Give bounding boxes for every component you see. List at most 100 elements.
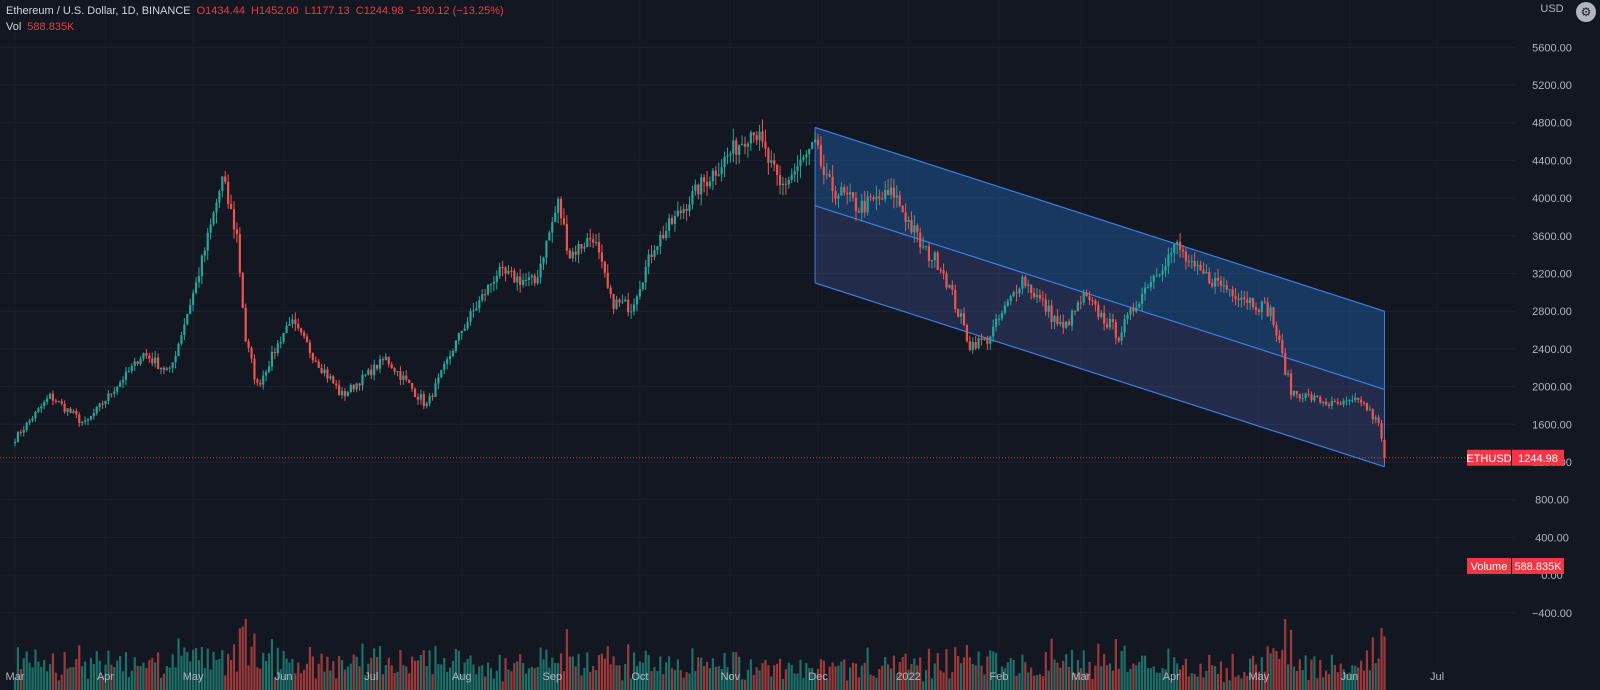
volume-bar (370, 657, 373, 690)
candle-body (200, 255, 203, 277)
candle-body (968, 341, 971, 351)
volume-bar (580, 675, 583, 690)
volume-bar (632, 652, 636, 690)
candle-body (597, 242, 601, 253)
candle-body (332, 376, 335, 384)
candle-body (282, 333, 285, 342)
candle-body (43, 401, 46, 407)
volume-bar (776, 663, 779, 690)
volume-bar (1143, 655, 1147, 690)
volume-bar (1254, 664, 1258, 690)
volume-bar (986, 656, 989, 690)
candle-body (1196, 264, 1199, 267)
volume-bar (752, 675, 755, 690)
candle-body (863, 200, 866, 213)
candle-body (1228, 289, 1231, 291)
volume-bar (545, 649, 548, 690)
volume-bar (276, 647, 279, 690)
candle-body (1287, 373, 1290, 375)
volume-bar (285, 658, 288, 690)
candle-body (460, 330, 463, 334)
volume-bar (1222, 682, 1225, 690)
volume-bar (1266, 646, 1269, 690)
volume-bar (110, 664, 113, 690)
volume-bar (1371, 637, 1374, 690)
candle-body (1330, 401, 1334, 406)
volume-bar (294, 673, 297, 690)
candle-body (1003, 305, 1006, 313)
chart-legend: Ethereum / U.S. Dollar, 1D, BINANCE O143… (6, 3, 504, 35)
settings-icon[interactable]: ⚙ (1576, 2, 1596, 22)
candle-body (329, 376, 332, 379)
candle-body (1059, 322, 1062, 325)
volume-bar (743, 679, 747, 690)
volume-bar (302, 669, 306, 690)
candle-body (732, 140, 735, 154)
candle-body (837, 195, 840, 199)
candle-body (343, 391, 347, 396)
time-axis[interactable]: Mar Apr May Jun Jul Aug Sep Oct Nov Dec 2022 Feb Mar… (6, 671, 1445, 683)
volume-bar (265, 661, 268, 690)
candle-body (1345, 400, 1348, 402)
volume-bar (854, 663, 858, 690)
symbol-title[interactable]: Ethereum / U.S. Dollar, 1D, BINANCE (6, 5, 191, 17)
candle-body (148, 355, 151, 359)
volume-bar (130, 670, 133, 690)
candle-body (919, 232, 922, 248)
regression-channel[interactable] (814, 126, 1385, 468)
volume-bar (808, 667, 811, 690)
volume-bar (192, 649, 195, 690)
volume-bar (527, 668, 531, 690)
volume-bar (361, 643, 364, 690)
candle-body (1257, 309, 1261, 313)
volume-label[interactable]: Vol (6, 21, 22, 33)
candle-body (440, 369, 443, 378)
volume-bar (1251, 655, 1255, 690)
candle-body (1105, 323, 1109, 328)
price-axis[interactable]: 5600.00 5200.00 4800.00 4400.00 4000.00 3600.… (1532, 3, 1572, 620)
candle-body (822, 166, 825, 175)
volume-bar (962, 657, 966, 690)
volume-bar (323, 671, 326, 690)
candle-body (300, 328, 303, 333)
candle-body (486, 284, 490, 295)
volume-bar (997, 679, 1001, 690)
candle-body (989, 336, 992, 344)
volume-bar (443, 658, 446, 690)
volume-bar (454, 648, 458, 690)
volume-bar (317, 663, 320, 690)
volume-bar (197, 660, 201, 690)
volume-bar (320, 653, 323, 690)
volume-bar (1336, 672, 1339, 690)
volume-bar (478, 666, 481, 690)
volume-bar (1272, 648, 1275, 690)
volume-bar (881, 665, 884, 690)
volume-bar (1178, 669, 1182, 690)
candle-body (1246, 299, 1249, 303)
volume-bar (329, 670, 332, 690)
price-tick-label: 4800.00 (1532, 118, 1572, 130)
candle-body (373, 364, 376, 376)
volume-bar (186, 651, 189, 690)
candle-body (177, 343, 180, 357)
candle-body (828, 174, 831, 177)
candle-body (165, 368, 168, 370)
candle-body (726, 155, 729, 157)
volume-bar (621, 680, 624, 690)
volume-bar (171, 654, 174, 690)
candle-body (1091, 300, 1094, 302)
volume-bar (139, 666, 142, 690)
candle-body (297, 324, 300, 329)
candle-body (349, 384, 352, 393)
volume-bar (1327, 674, 1331, 690)
candle-body (358, 383, 361, 386)
volume-bar (942, 672, 945, 690)
candle-body (361, 374, 364, 386)
price-tick-label: 2000.00 (1532, 382, 1572, 394)
volume-bar (437, 664, 440, 690)
candle-body (776, 164, 779, 176)
volume-bar (1120, 651, 1123, 690)
volume-bar (507, 669, 510, 690)
candle-body (606, 272, 609, 288)
